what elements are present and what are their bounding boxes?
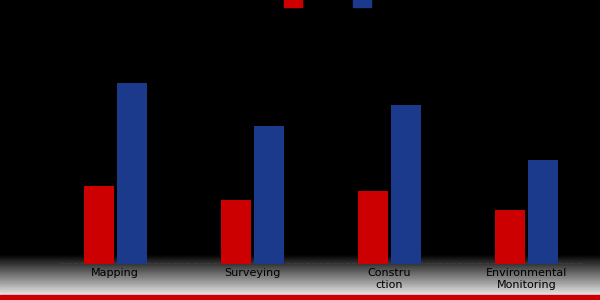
Bar: [391, 105, 421, 264]
Bar: [528, 160, 558, 264]
Bar: [254, 126, 284, 264]
Bar: [495, 210, 526, 264]
Text: Terrestrial Photogrammetry Software Market, By Application, 2023 & 2032: Terrestrial Photogrammetry Software Mark…: [28, 9, 572, 24]
Bar: [116, 82, 147, 264]
Bar: [84, 186, 114, 264]
Bar: [0, 295, 600, 300]
Bar: [358, 191, 388, 264]
Bar: [221, 200, 251, 264]
Legend: 2023, 2032: 2023, 2032: [282, 0, 412, 11]
Text: 0.45: 0.45: [86, 172, 112, 182]
